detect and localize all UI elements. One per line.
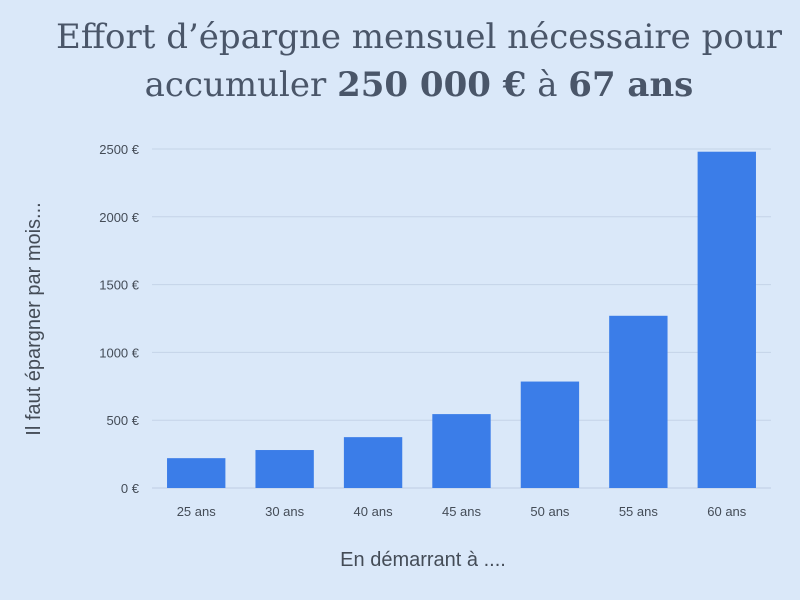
y-tick-label: 500 € — [106, 413, 139, 428]
bar-55-ans — [609, 315, 668, 488]
x-tick-label: 55 ans — [619, 504, 659, 519]
x-tick-label: 30 ans — [265, 504, 305, 519]
bar-50-ans — [520, 381, 580, 488]
y-tick-label: 2000 € — [99, 210, 140, 225]
chart-title-segment: accumuler — [145, 65, 337, 105]
x-tick-label: 40 ans — [354, 504, 394, 519]
x-axis-title: En démarrant à .... — [340, 549, 506, 571]
chart-title-segment: 67 ans — [568, 65, 693, 105]
chart-title-segment: Effort d’épargne mensuel nécessaire pour — [56, 17, 783, 57]
chart-title-segment: 250 000 € — [337, 65, 526, 105]
x-tick-label: 25 ans — [177, 504, 217, 519]
y-axis-title: Il faut épargner par mois... — [23, 202, 45, 435]
y-tick-label: 1500 € — [99, 278, 140, 293]
bars — [167, 151, 756, 488]
bar-45-ans — [432, 414, 491, 488]
x-tick-label: 50 ans — [530, 504, 570, 519]
chart-title-segment: à — [526, 65, 568, 105]
x-tick-label: 45 ans — [442, 504, 482, 519]
bar-30-ans — [255, 450, 314, 488]
bar-60-ans — [697, 151, 756, 488]
y-tick-label: 0 € — [121, 481, 140, 496]
chart-title: Effort d’épargne mensuel nécessaire pour… — [56, 17, 783, 105]
bar-25-ans — [167, 458, 226, 488]
y-tick-label: 1000 € — [99, 345, 140, 360]
gridlines — [152, 148, 771, 489]
y-tick-label: 2500 € — [99, 142, 140, 157]
chart-title-line-1: Effort d’épargne mensuel nécessaire pour — [56, 17, 783, 57]
bar-40-ans — [343, 437, 403, 488]
chart-title-line-2: accumuler 250 000 € à 67 ans — [145, 65, 694, 105]
x-tick-label: 60 ans — [707, 504, 747, 519]
x-axis-ticks: 25 ans 30 ans 40 ans 45 ans 50 ans 55 ans 60 a… — [177, 504, 747, 519]
y-axis-ticks: 0 € 500 € 1000 € 1500 € 2000 € 2500 € — [99, 142, 140, 496]
